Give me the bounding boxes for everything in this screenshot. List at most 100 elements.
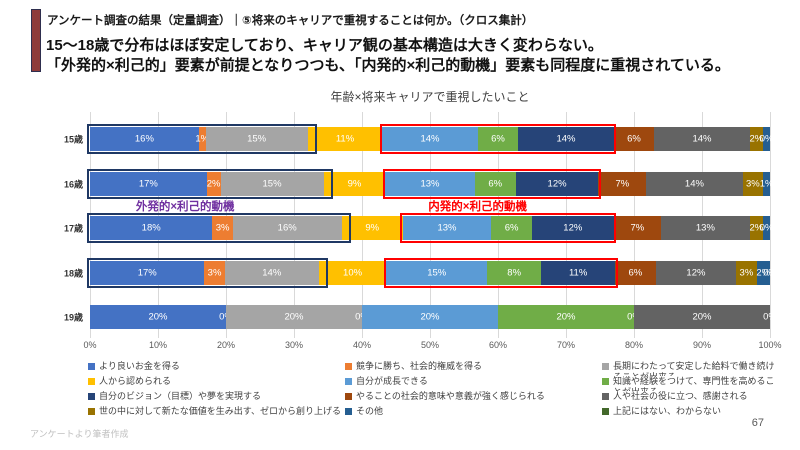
bar-segment (646, 171, 743, 196)
x-tick-label: 20% (216, 340, 236, 350)
category-label: 15歳 (63, 134, 83, 145)
bar-value-label: 3% (215, 222, 230, 234)
legend-item: 世の中に対して新たな価値を生み出す、ゼロから創り上げる (88, 406, 345, 421)
bar-segment (226, 305, 362, 329)
bar-value-label: 9% (365, 222, 380, 234)
legend-swatch (88, 363, 95, 370)
bar-segment (613, 127, 655, 151)
slide-kicker: アンケート調査の結果（定量調査）｜⑤将来のキャリアで重視することは何か。（クロス… (47, 15, 534, 27)
legend-label: 知識や経験をつけて、専門性を高めることが出来る (613, 376, 775, 391)
bar-segment (90, 216, 213, 240)
bar-value-label: 14% (262, 267, 282, 278)
bar-value-label: 15% (427, 267, 447, 278)
legend-swatch (602, 363, 609, 370)
legend-swatch (345, 363, 352, 370)
bar-value-label: 16% (134, 133, 154, 145)
x-tick-label: 90% (692, 340, 712, 350)
bar-value-label: 20% (556, 311, 576, 323)
legend-label: 競争に勝ち、社会的権威を得る (356, 361, 483, 371)
bar-value-label: 6% (488, 178, 503, 189)
legend-swatch (602, 408, 609, 415)
bar-segment (212, 216, 233, 240)
bar-segment (205, 127, 308, 151)
source-note: アンケートより筆者作成 (30, 429, 129, 439)
legend-label: 人や社会の役に立つ、感謝される (613, 391, 748, 401)
bar-segment (749, 127, 764, 151)
bar-value-label: 17% (138, 178, 158, 189)
legend-swatch (88, 393, 95, 400)
bar-value-label: 18% (141, 222, 161, 234)
bar-segment (90, 171, 207, 196)
bar-value-label: 17% (137, 267, 157, 278)
headline-line-2: 「外発的×利己的」要素が前提となりつつも、「内発的×利己的動機」要素も同程度に重… (46, 57, 730, 75)
legend-swatch (345, 408, 352, 415)
bar-segment (615, 260, 656, 285)
bar-row: 15歳 16% 1% 15% 11% 14% 6% 14% 6% 14% 2% 0% (64, 124, 773, 154)
x-tick-label: 0% (83, 340, 97, 350)
bar-segment (323, 171, 386, 196)
legend-item: 自分のビジョン（目標）や夢を実現する (88, 391, 345, 406)
bar-segment (491, 216, 532, 240)
legend-item: 自分が成長できる (345, 376, 602, 391)
legend-label: 上記にはない、わからない (613, 406, 722, 416)
bar-value-label: 15% (247, 133, 267, 145)
bar-segment (206, 171, 221, 196)
bar-value-label: 1% (759, 178, 774, 189)
bar-segment (654, 127, 750, 151)
bar-value-label: 11% (335, 133, 355, 145)
x-tick-label: 80% (624, 340, 644, 350)
header-accent-bar (31, 9, 41, 72)
bar-value-label: 0% (763, 311, 777, 323)
bar-row: 16歳 17% 2% 15% 9% 13% 6% 12% 7% 14% 3% 1% (64, 168, 773, 199)
bar-segment (382, 127, 478, 151)
bar-value-label: 14% (556, 133, 576, 145)
bar-value-label: 6% (627, 133, 641, 145)
bar-value-label: 2% (749, 222, 764, 234)
bar-segment (749, 216, 764, 240)
bar-value-label: 11% (568, 267, 588, 278)
stacked-bar: 20%0%20%0%20%20%0%20%0% (90, 305, 777, 329)
bar-segment (634, 305, 770, 329)
bar-value-label: 0% (763, 267, 777, 278)
legend-label: やることの社会的意味や意義が強く感じられる (356, 391, 545, 401)
bar-segment (742, 171, 764, 196)
bar-value-label: 13% (695, 222, 715, 234)
stacked-bar: 17% 2% 15% 9% 13% 6% 12% 7% 14% 3% 1% (87, 168, 773, 199)
bar-segment (487, 260, 542, 285)
bar-value-label: 20% (284, 311, 304, 323)
bar-segment (90, 127, 199, 151)
bar-segment (736, 260, 757, 285)
bar-segment (204, 260, 225, 285)
bar-segment (763, 171, 770, 196)
bar-value-label: 3% (207, 267, 222, 278)
bar-row: 17歳 18% 3% 16% 9% 13% 6% 12% 7% 13% 2% 0% (64, 213, 773, 243)
bar-segment (402, 216, 492, 240)
legend-label: 人から認められる (99, 376, 172, 386)
legend-swatch (88, 408, 95, 415)
extrinsic-motive-label: 外発的×利己的動機 (135, 201, 235, 213)
legend-item: 上記にはない、わからない (602, 406, 778, 421)
chart-plot-area: 15歳 16% 1% 15% 11% 14% 6% 14% 6% 14% 2% 0% 16歳 17% 2% 1… (64, 112, 777, 338)
bar-value-label: 15% (262, 178, 282, 189)
legend-item: より良いお金を得る (88, 361, 345, 376)
bar-segment (362, 305, 498, 329)
bar-segment (307, 127, 383, 151)
bar-value-label: 2% (756, 267, 771, 278)
bar-segment (763, 127, 770, 151)
bar-value-label: 8% (507, 267, 522, 278)
legend-item: 人や社会の役に立つ、感謝される (602, 391, 778, 406)
bar-segment (661, 216, 750, 240)
bar-value-label: 16% (277, 222, 297, 234)
bar-value-label: 6% (628, 267, 643, 278)
bar-value-label: 1% (195, 133, 210, 145)
legend-item: その他 (345, 406, 602, 421)
chart-title: 年齢×将来キャリアで重視したいこと (330, 90, 530, 104)
legend-swatch (345, 393, 352, 400)
gridline (770, 112, 771, 338)
x-tick-label: 40% (352, 340, 372, 350)
bar-value-label: 14% (692, 133, 712, 145)
bar-value-label: 13% (437, 222, 457, 234)
x-tick-label: 100% (758, 340, 782, 350)
